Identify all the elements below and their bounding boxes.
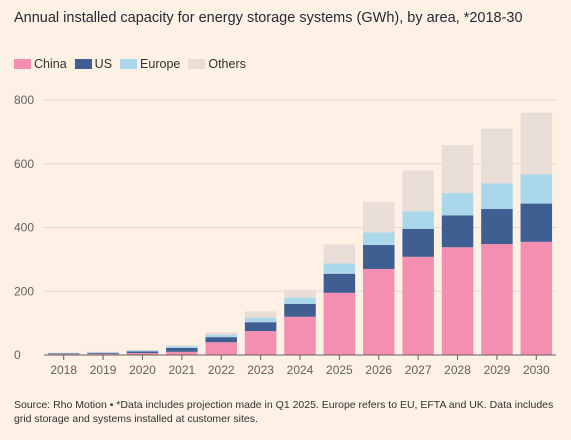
bar-segment-us-2019 — [87, 352, 119, 354]
bar-segment-china-2022 — [205, 342, 237, 355]
x-tick-label: 2027 — [405, 363, 432, 377]
y-tick-label: 400 — [14, 221, 34, 235]
bar-segment-europe-2028 — [441, 193, 474, 216]
bar-segment-europe-2029 — [481, 183, 513, 210]
bar-segment-others-2028 — [441, 145, 474, 194]
x-tick-label: 2019 — [90, 363, 117, 377]
x-tick-label: 2023 — [247, 363, 274, 377]
bar-segment-china-2023 — [244, 331, 277, 355]
legend-swatch-china — [14, 59, 31, 69]
source-note: Source: Rho Motion • *Data includes proj… — [14, 399, 554, 425]
legend-swatch-us — [74, 59, 92, 69]
y-tick-label: 200 — [14, 284, 34, 298]
bar-segment-europe-2023 — [244, 317, 277, 323]
bar-segment-others-2024 — [284, 289, 316, 298]
bar-segment-us-2028 — [441, 215, 474, 248]
x-tick-label: 2025 — [326, 363, 353, 377]
chart-legend: China US Europe Others — [14, 57, 254, 71]
y-tick-label: 600 — [14, 157, 34, 171]
bar-segment-europe-2021 — [166, 346, 198, 348]
bar-segment-europe-2026 — [363, 232, 395, 246]
bar-segment-others-2023 — [244, 311, 277, 318]
gridlines — [44, 99, 556, 292]
bar-segment-us-2029 — [481, 209, 513, 245]
x-tick-label: 2026 — [365, 363, 392, 377]
bar-segment-others-2026 — [363, 202, 395, 233]
bar-segment-others-2025 — [323, 244, 356, 264]
legend-swatch-others — [188, 59, 206, 69]
bar-segment-us-2024 — [284, 304, 316, 317]
bar-segment-us-2021 — [166, 347, 198, 352]
bar-segment-europe-2025 — [323, 263, 356, 274]
x-tick-label: 2030 — [523, 363, 550, 377]
bar-segment-europe-2027 — [402, 211, 434, 229]
legend-item-europe: Europe — [120, 57, 180, 71]
bar-segment-others-2021 — [166, 345, 198, 347]
bar-segment-china-2025 — [323, 292, 356, 355]
bar-segment-us-2026 — [363, 245, 395, 269]
bar-segment-others-2030 — [520, 112, 553, 175]
bar-segment-europe-2020 — [126, 350, 159, 352]
bar-segment-europe-2030 — [520, 174, 553, 204]
legend-label-us: US — [94, 57, 113, 71]
bar-segment-us-2023 — [244, 322, 277, 332]
legend-item-us: US — [74, 57, 113, 71]
bar-segment-europe-2019 — [87, 352, 119, 353]
bar-segment-china-2024 — [284, 316, 316, 355]
bar-segment-china-2028 — [441, 247, 474, 355]
bar-segment-us-2022 — [205, 337, 237, 343]
x-tick-label: 2020 — [129, 363, 156, 377]
bar-segment-europe-2022 — [205, 334, 237, 338]
x-tick-label: 2018 — [50, 363, 77, 377]
bar-segment-china-2021 — [166, 351, 198, 355]
x-tick-label: 2028 — [444, 363, 471, 377]
bar-segment-china-2020 — [126, 353, 159, 355]
x-tick-label: 2029 — [484, 363, 511, 377]
bar-segment-china-2027 — [402, 256, 434, 355]
bar-segment-us-2020 — [126, 351, 159, 354]
bar-segment-china-2029 — [481, 244, 513, 355]
bar-segment-others-2027 — [402, 170, 434, 212]
bar-segment-us-2030 — [520, 203, 553, 242]
legend-label-others: Others — [208, 57, 246, 71]
bar-segment-us-2025 — [323, 273, 356, 293]
bar-segment-china-2030 — [520, 241, 553, 355]
bars — [47, 112, 553, 355]
bar-segment-others-2020 — [126, 349, 159, 351]
stacked-bar-chart: 0 200 400 600 800 2018 2019 2020 2021 2022 2023 202… — [14, 93, 556, 377]
chart-title: Annual installed capacity for energy sto… — [14, 10, 523, 26]
legend-item-china: China — [14, 57, 67, 71]
bar-segment-us-2018 — [47, 353, 80, 355]
legend-swatch-europe — [120, 59, 138, 69]
bar-segment-others-2022 — [205, 332, 237, 335]
bar-segment-us-2027 — [402, 228, 434, 257]
legend-label-china: China — [34, 57, 67, 71]
bar-segment-europe-2024 — [284, 297, 316, 304]
legend-label-europe: Europe — [140, 57, 181, 71]
y-tick-label: 800 — [14, 93, 34, 107]
bar-segment-china-2026 — [363, 268, 395, 355]
x-tick-label: 2021 — [168, 363, 195, 377]
y-tick-label: 0 — [14, 348, 21, 362]
x-tick-label: 2024 — [287, 363, 314, 377]
legend-item-others: Others — [188, 57, 246, 71]
x-tick-label: 2022 — [208, 363, 235, 377]
bar-segment-china-2019 — [87, 353, 119, 355]
bar-segment-others-2029 — [481, 128, 513, 184]
axes: 0 200 400 600 800 2018 2019 2020 2021 2022 2023 202… — [14, 93, 556, 377]
